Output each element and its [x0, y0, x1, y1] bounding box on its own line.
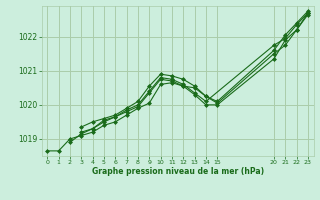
X-axis label: Graphe pression niveau de la mer (hPa): Graphe pression niveau de la mer (hPa): [92, 167, 264, 176]
